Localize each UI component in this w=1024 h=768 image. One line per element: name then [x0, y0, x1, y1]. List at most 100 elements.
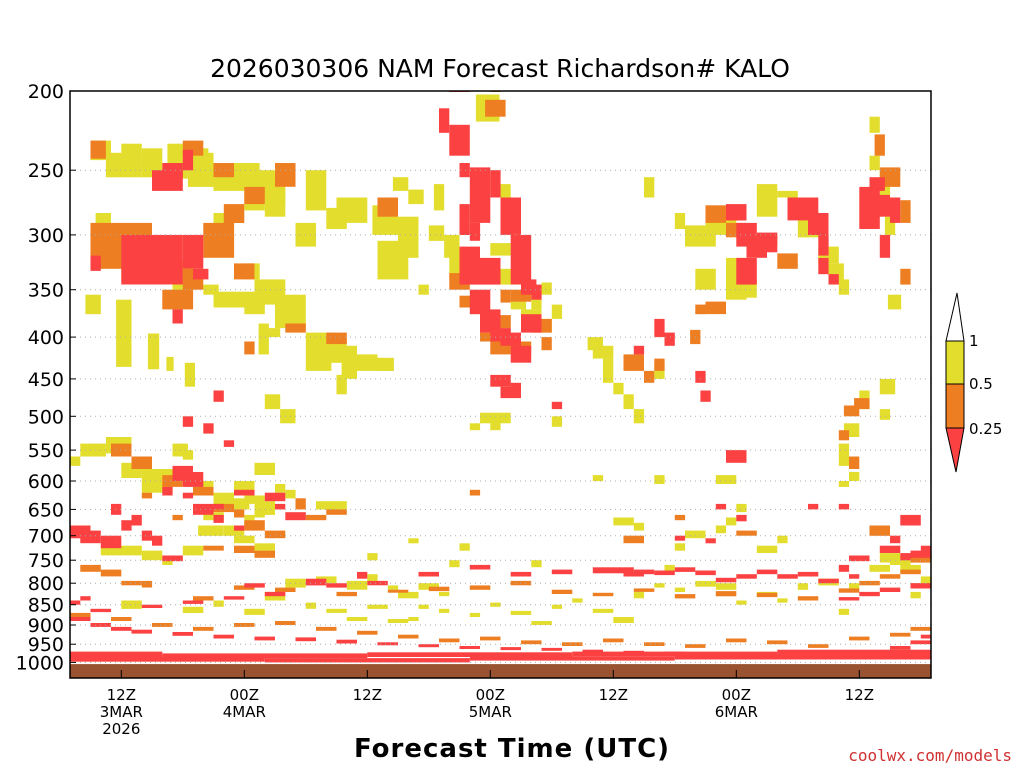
cell-orange-107 [808, 644, 829, 648]
cell-yellow-156 [695, 580, 716, 587]
cell-yellow-60 [490, 416, 501, 431]
cell-red-46 [654, 318, 665, 338]
cell-red-87 [674, 567, 696, 572]
cell-yellow-182 [715, 525, 727, 534]
cell-yellow-4 [141, 148, 163, 178]
cell-red-40 [828, 274, 839, 285]
cell-red-101 [920, 545, 932, 553]
cell-red-15 [500, 197, 521, 235]
cell-red-113 [90, 608, 111, 613]
cell-red-20 [469, 222, 481, 241]
cell-yellow-63 [551, 304, 563, 319]
cell-red-2 [469, 656, 675, 661]
cell-yellow-188 [777, 535, 788, 544]
cell-red-90 [736, 574, 757, 579]
cell-yellow-185 [592, 475, 604, 482]
cell-orange-54 [244, 520, 265, 531]
cell-yellow-135 [213, 600, 224, 607]
cell-orange-25 [326, 332, 347, 345]
cell-orange-77 [592, 592, 614, 597]
cell-yellow-180 [674, 543, 686, 551]
cell-red-100 [910, 550, 931, 558]
cell-yellow-186 [715, 475, 737, 484]
cell-red-3 [182, 234, 204, 269]
cell-yellow-106 [234, 498, 250, 510]
cell-orange-84 [859, 580, 880, 586]
cell-red-99 [900, 553, 911, 561]
ytick-label-350: 350 [28, 280, 64, 302]
cell-orange-53 [234, 509, 245, 518]
cell-red-4 [193, 268, 209, 280]
cell-yellow-54 [510, 299, 527, 310]
cell-red-16 [510, 234, 532, 285]
cell-red-121 [295, 637, 316, 642]
cell-yellow-71 [644, 177, 655, 198]
cell-red-116 [111, 626, 132, 631]
cell-yellow-109 [254, 462, 275, 475]
cell-orange-40 [843, 405, 860, 417]
cell-red-73 [131, 514, 142, 526]
cell-orange-13 [377, 197, 398, 217]
cell-red-8 [172, 309, 183, 324]
cell-red-109 [264, 591, 286, 597]
cell-red-0 [70, 657, 265, 662]
cell-yellow-32 [258, 323, 269, 355]
cell-orange-10 [213, 163, 234, 178]
cell-orange-51 [193, 486, 214, 496]
legend: 1 0.5 0.25 [945, 292, 1002, 473]
cell-yellow-99 [70, 456, 81, 466]
cell-red-1 [264, 658, 470, 663]
cell-orange-62 [234, 545, 255, 553]
cell-orange-58 [326, 509, 347, 515]
cell-red-58 [162, 486, 173, 496]
cell-red-149 [849, 574, 860, 579]
cell-yellow-144 [439, 608, 450, 613]
cell-orange-21 [541, 337, 552, 351]
cell-red-140 [80, 596, 91, 601]
cell-red-59 [182, 492, 194, 499]
cell-yellow-153 [633, 591, 645, 599]
legend-label-0_25: 0.25 [969, 420, 1002, 438]
cell-red-30 [521, 314, 542, 333]
cell-orange-88 [910, 555, 931, 563]
cell-yellow-190 [408, 538, 419, 544]
cell-red-127 [541, 647, 562, 651]
cell-yellow-72 [674, 213, 686, 229]
cell-red-75 [152, 535, 163, 546]
cell-orange-30 [623, 354, 644, 371]
cell-red-12 [459, 163, 470, 178]
ytick-label-750: 750 [28, 550, 64, 572]
cell-orange-114 [674, 514, 686, 521]
cell-red-77 [244, 583, 265, 588]
cell-orange-12 [244, 186, 265, 205]
xtick-label-1-0: 00Z [230, 686, 259, 704]
cell-red-144 [736, 514, 747, 522]
cell-yellow-117 [198, 525, 224, 536]
cell-yellow-148 [531, 621, 552, 625]
cell-red-104 [859, 591, 880, 597]
cell-yellow-122 [316, 501, 347, 510]
cell-red-47 [664, 332, 675, 346]
cell-red-37 [808, 213, 829, 235]
cell-red-55 [223, 440, 235, 447]
cell-red-142 [510, 382, 521, 391]
cell-yellow-26 [116, 299, 132, 367]
cell-yellow-75 [695, 268, 716, 290]
plot-cells [70, 91, 932, 663]
cell-orange-112 [623, 535, 644, 544]
cell-red-43 [874, 194, 890, 217]
xtick-label-5-1: 6MAR [715, 703, 758, 721]
cell-yellow-27 [85, 294, 101, 315]
cell-yellow-44 [377, 240, 409, 280]
cell-red-28 [490, 374, 511, 387]
cell-red-136 [890, 646, 911, 650]
cell-red-44 [879, 234, 891, 258]
cell-orange-104 [685, 644, 706, 648]
cell-yellow-120 [234, 535, 255, 544]
cell-orange-83 [838, 588, 860, 593]
cell-red-126 [500, 647, 521, 651]
cell-yellow-24 [275, 294, 306, 329]
ytick-label-500: 500 [28, 406, 64, 428]
cell-red-110 [223, 596, 245, 600]
